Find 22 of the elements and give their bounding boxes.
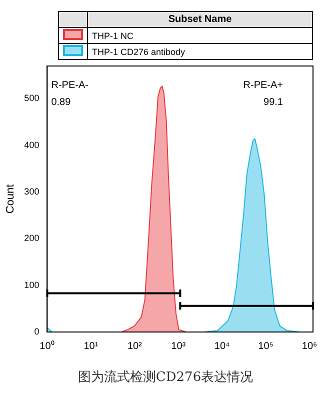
annotation: 0.89 (51, 96, 72, 108)
annotation: R-PE-A+ (243, 80, 284, 91)
x-tick-label: 10¹ (84, 340, 99, 352)
y-tick-label: 0 (34, 326, 40, 336)
legend-label: THP-1 CD276 antibody (88, 44, 312, 60)
x-tick-label: 10⁴ (214, 340, 230, 352)
x-tick-label: 10² (127, 340, 143, 352)
y-tick-label: 500 (24, 93, 40, 104)
y-tick-label: 200 (24, 233, 40, 244)
x-tick-label: 10⁵ (258, 340, 274, 352)
y-axis-title: Count (4, 184, 17, 214)
y-tick-label: 400 (24, 140, 40, 150)
legend-title: Subset Name (88, 12, 312, 28)
text: 图为流式检测CD276表达情况 (76, 369, 254, 386)
annotation: 99.1 (264, 96, 284, 108)
annotation: R-PE-A- (51, 80, 88, 91)
x-tick-label: 10³ (171, 340, 186, 352)
legend-label: THP-1 NC (88, 28, 312, 44)
y-tick-label: 100 (24, 280, 40, 290)
x-tick-label: 10⁶ (302, 340, 318, 352)
y-tick-label: 300 (24, 186, 40, 196)
x-tick-label: 10⁰ (40, 340, 55, 352)
